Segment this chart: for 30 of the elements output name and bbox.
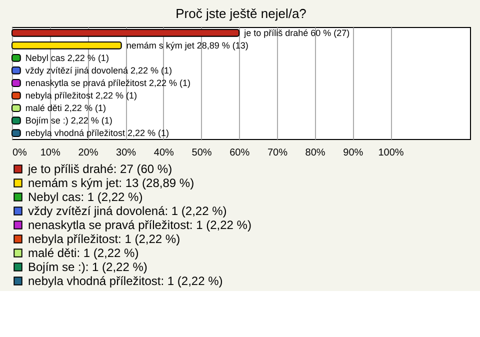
legend-label: je to příliš drahé: 27 (60 %)	[27, 162, 172, 176]
data-label: nenaskytla se pravá příležitost 2,22 % (1)	[25, 78, 190, 88]
legend-label: Bojím se :): 1 (2,22 %)	[28, 260, 148, 274]
x-tick-label: 50%	[192, 148, 212, 158]
x-tick-label: 20%	[78, 148, 98, 158]
x-tick-label: 10%	[40, 148, 60, 158]
data-label: vždy zvítězí jiná dovolená 2,22 % (1)	[25, 65, 172, 76]
x-tick-label: 30%	[116, 148, 136, 158]
x-tick-label: 70%	[267, 148, 288, 158]
legend-label: nemám s kým jet: 13 (28,89 %)	[28, 176, 194, 190]
data-label: Bojím se :) 2,22 % (1)	[25, 116, 112, 126]
data-label: nemám s kým jet 28,89 % (13)	[126, 40, 248, 50]
x-tick-label: 90%	[343, 148, 364, 158]
x-tick-label: 60%	[230, 148, 250, 158]
legend-label: nebyla vhodná příležitost: 1 (2,22 %)	[28, 274, 223, 288]
x-tick-label: 40%	[154, 148, 174, 158]
data-label: nebyla vhodná příležitost 2,22 % (1)	[25, 128, 169, 138]
legend-label: vždy zvítězí jiná dovolená: 1 (2,22 %)	[28, 204, 227, 218]
data-label: Nebyl cas 2,22 % (1)	[25, 52, 109, 63]
data-label: je to příliš drahé 60 % (27)	[243, 28, 350, 38]
x-tick-label: 80%	[305, 148, 326, 158]
legend-label: nebyla příležitost: 1 (2,22 %)	[28, 232, 180, 246]
legend-label: Nebyl cas: 1 (2,22 %)	[28, 190, 143, 204]
chart-title: Proč jste ještě nejel/a?	[176, 6, 306, 21]
x-tick-label: 100%	[378, 148, 404, 158]
x-tick-label: 0%	[12, 148, 28, 158]
legend-label: nenaskytla se pravá příležitost: 1 (2,22 %)	[28, 218, 252, 232]
data-label: malé děti 2,22 % (1)	[25, 103, 106, 114]
data-label: nebyla příležitost 2,22 % (1)	[25, 90, 137, 101]
legend-label: malé děti: 1 (2,22 %)	[28, 246, 139, 260]
